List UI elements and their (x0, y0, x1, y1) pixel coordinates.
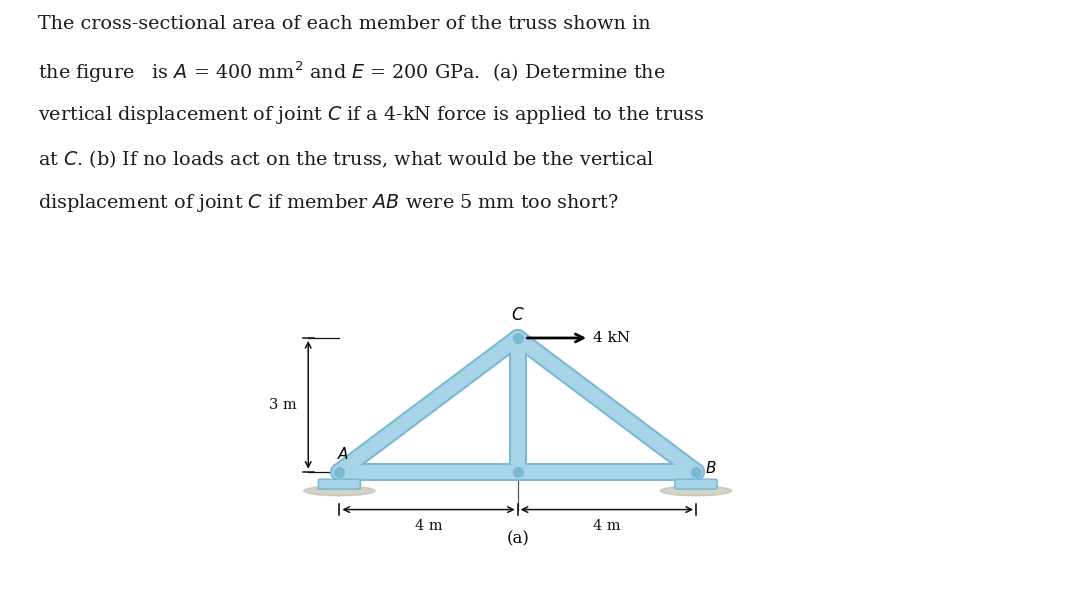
Text: 4 m: 4 m (415, 520, 443, 534)
Text: $A$: $A$ (337, 446, 350, 462)
Text: the figure   is $A$ = 400 mm$^2$ and $E$ = 200 GPa.  (a) Determine the: the figure is $A$ = 400 mm$^2$ and $E$ =… (38, 59, 665, 85)
Ellipse shape (303, 486, 375, 496)
Text: vertical displacement of joint $C$ if a 4-kN force is applied to the truss: vertical displacement of joint $C$ if a … (38, 104, 704, 126)
FancyBboxPatch shape (319, 480, 361, 489)
Text: $B$: $B$ (705, 460, 716, 476)
Text: $C$: $C$ (511, 307, 525, 324)
Text: at $C$. (b) If no loads act on the truss, what would be the vertical: at $C$. (b) If no loads act on the truss… (38, 148, 654, 170)
Text: 4 kN: 4 kN (594, 331, 631, 345)
FancyBboxPatch shape (675, 480, 717, 489)
Text: 3 m: 3 m (269, 398, 297, 412)
Text: (a): (a) (507, 530, 529, 547)
Text: displacement of joint $C$ if member $AB$ were 5 mm too short?: displacement of joint $C$ if member $AB$… (38, 192, 619, 214)
Text: 4 m: 4 m (593, 520, 621, 534)
Text: The cross-sectional area of each member of the truss shown in: The cross-sectional area of each member … (38, 15, 650, 33)
Ellipse shape (660, 486, 731, 496)
